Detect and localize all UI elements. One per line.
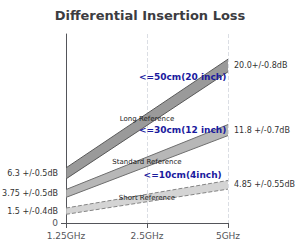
svg-text:11.8 +/-0.7dB: 11.8 +/-0.7dB — [234, 126, 290, 135]
svg-text:1.25GHz: 1.25GHz — [47, 231, 86, 241]
svg-text:Short Reference: Short Reference — [119, 194, 175, 202]
svg-text:4.85 +/-0.55dB: 4.85 +/-0.55dB — [234, 180, 295, 189]
svg-text:Standard Reference: Standard Reference — [112, 158, 181, 166]
svg-text:0: 0 — [52, 218, 58, 228]
svg-text:Long Reference: Long Reference — [120, 115, 174, 123]
svg-text:<=30cm(12 inch): <=30cm(12 inch) — [139, 125, 226, 135]
svg-text:2.5GHz: 2.5GHz — [131, 231, 164, 241]
svg-text:1.5 +/-0.4dB: 1.5 +/-0.4dB — [7, 207, 58, 216]
svg-text:5GHz: 5GHz — [216, 231, 240, 241]
svg-text:<=50cm(20 inch): <=50cm(20 inch) — [139, 72, 226, 82]
svg-text:20.0+/-0.8dB: 20.0+/-0.8dB — [234, 61, 287, 70]
svg-text:3.75 +/-0.5dB: 3.75 +/-0.5dB — [2, 189, 58, 198]
svg-text:6.3 +/-0.5dB: 6.3 +/-0.5dB — [7, 169, 58, 178]
svg-text:Differential Insertion Loss: Differential Insertion Loss — [55, 8, 246, 23]
svg-text:<=10cm(4inch): <=10cm(4inch) — [144, 170, 222, 180]
